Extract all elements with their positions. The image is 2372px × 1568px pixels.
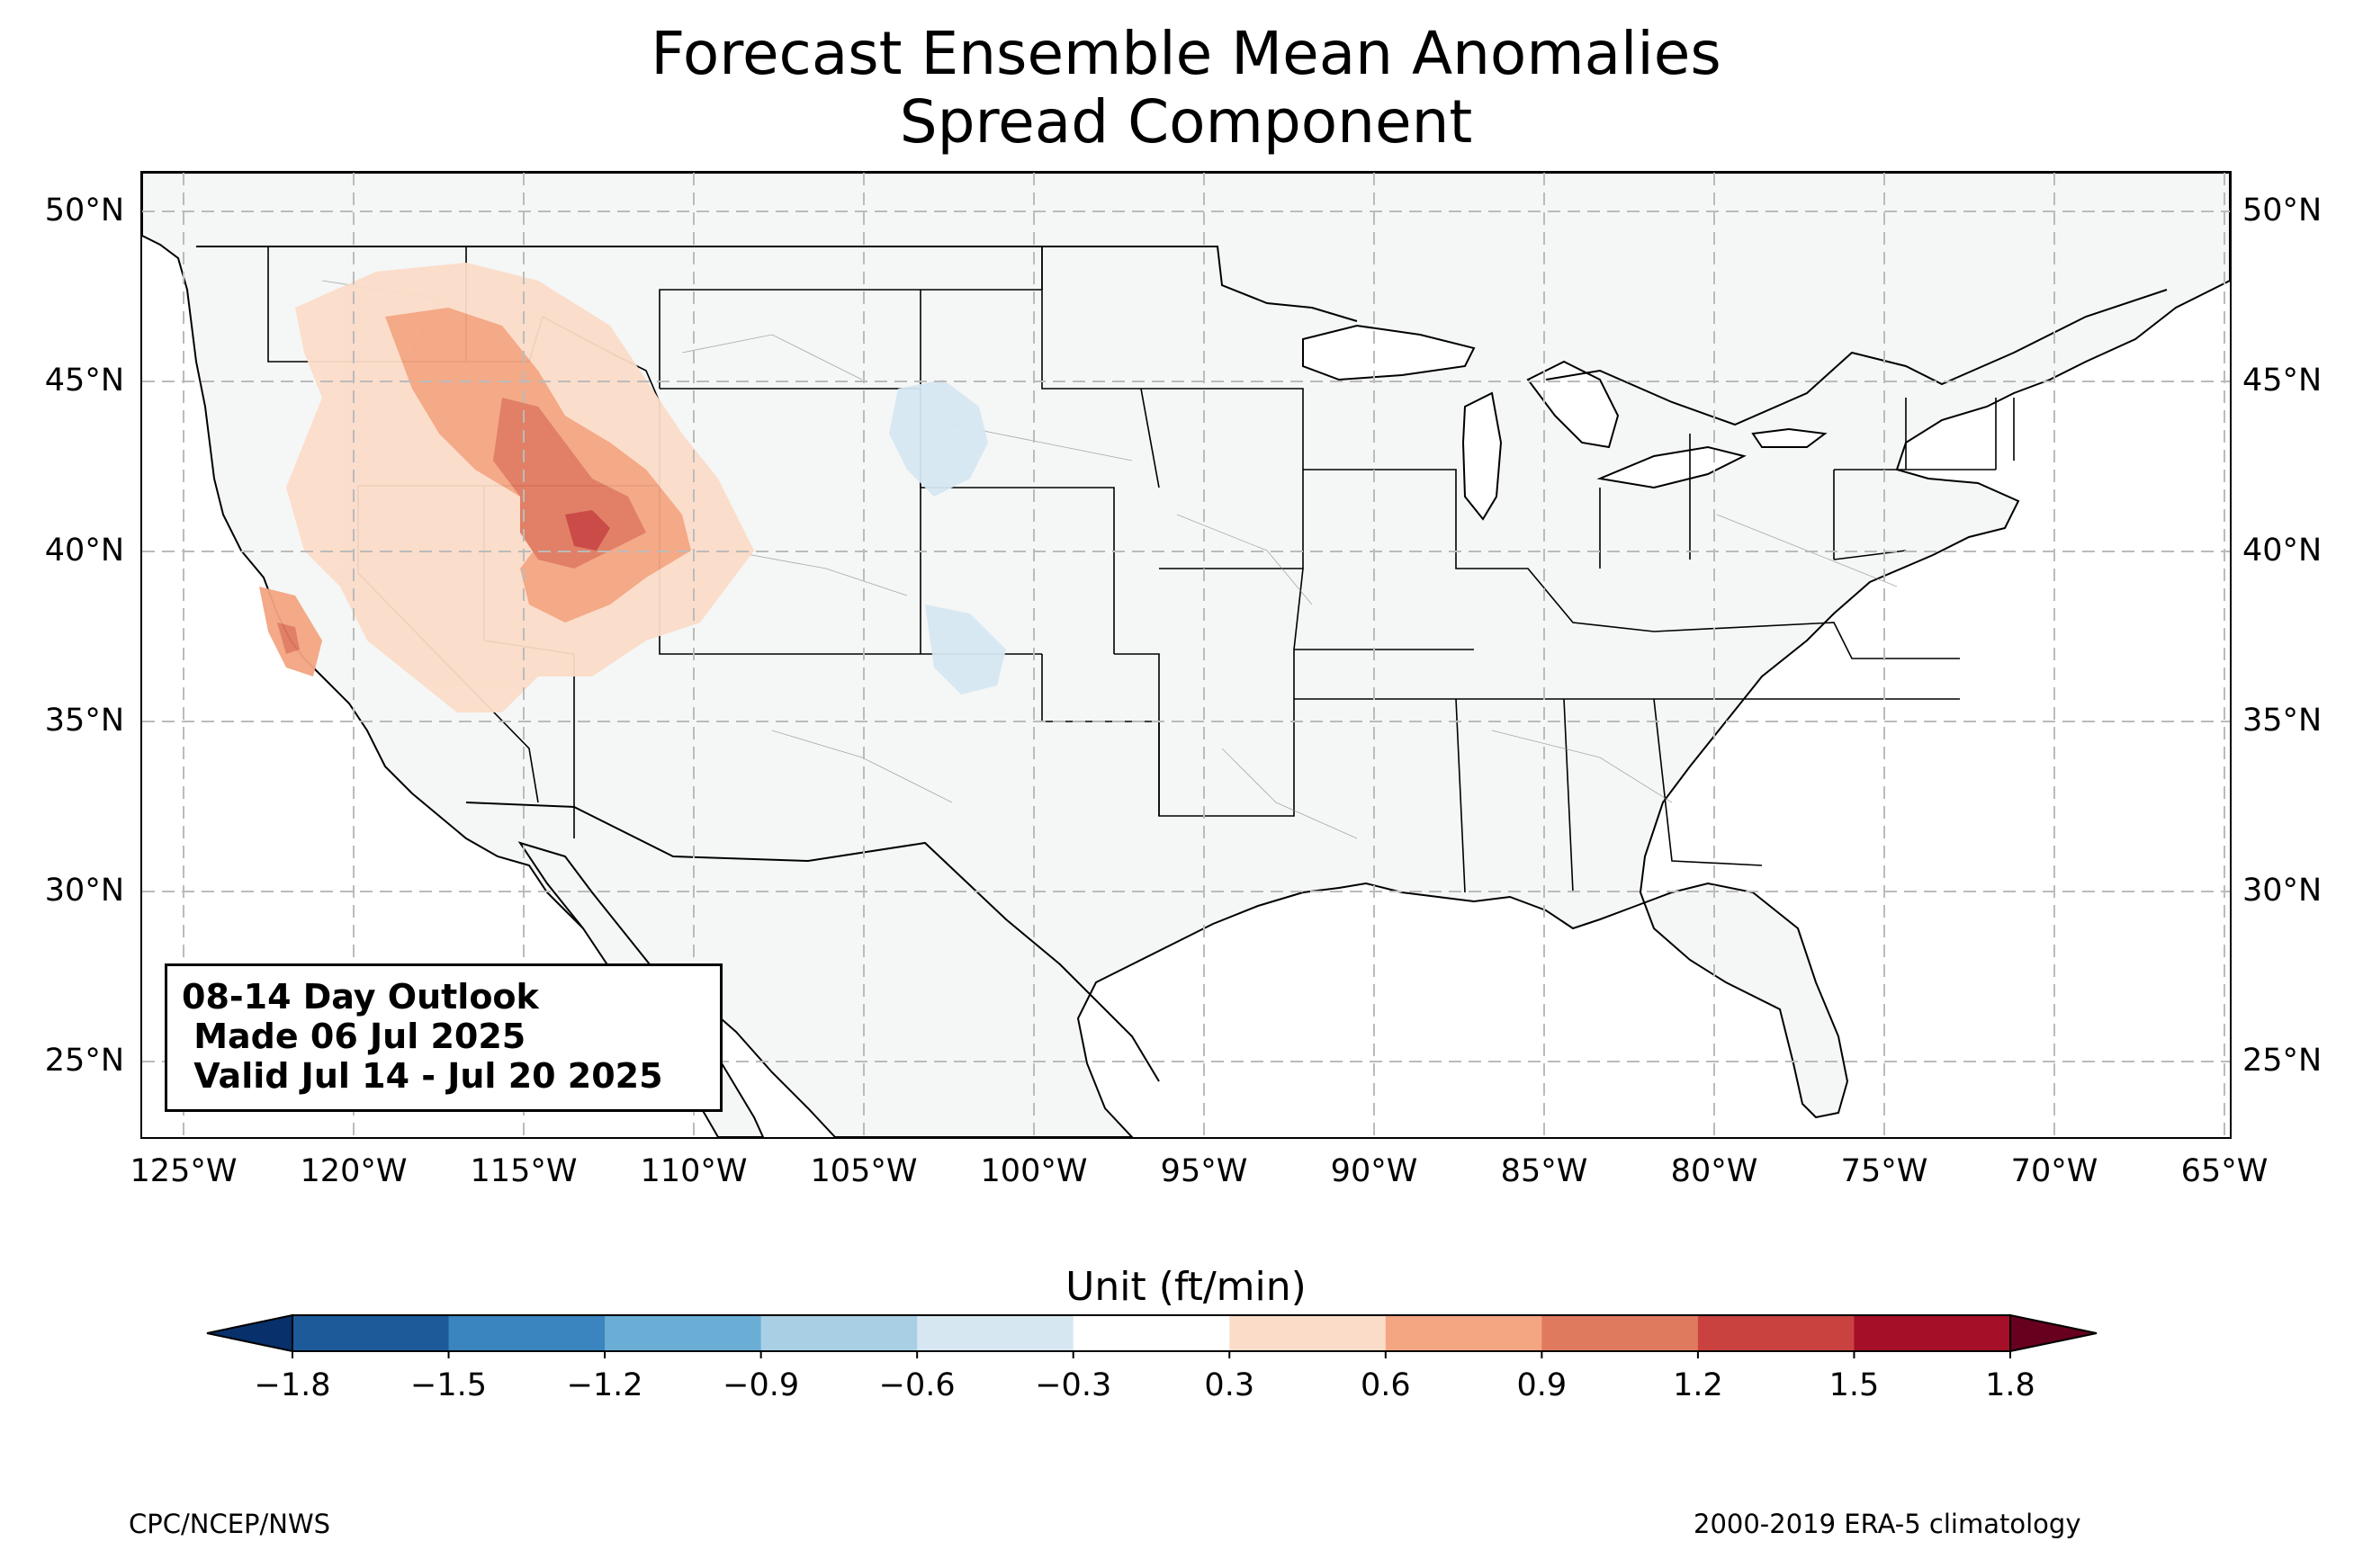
colorbar: [206, 1313, 2098, 1358]
lat-label-left: 30°N: [44, 873, 124, 909]
lat-label-right: 25°N: [2242, 1043, 2323, 1079]
lat-label-right: 50°N: [2242, 193, 2323, 228]
colorbar-extend-low: [206, 1313, 293, 1353]
outlook-made-date: Made 06 Jul 2025: [182, 1017, 526, 1056]
colorbar-tick-label: 1.2: [1673, 1367, 1723, 1403]
lat-label-right: 40°N: [2242, 533, 2323, 569]
footer-source: CPC/NCEP/NWS: [129, 1509, 331, 1539]
colorbar-tick-label: −1.2: [566, 1367, 643, 1403]
lon-label: 100°W: [980, 1153, 1088, 1189]
colorbar-tick-label: −0.9: [723, 1367, 800, 1403]
colorbar-bin: [1229, 1315, 1387, 1351]
colorbar-tick-label: 0.3: [1204, 1367, 1255, 1403]
colorbar-bin: [1541, 1315, 1699, 1351]
lon-label: 95°W: [1160, 1153, 1248, 1189]
border-us-canada: [196, 246, 2168, 426]
colorbar-tick-label: −0.6: [878, 1367, 956, 1403]
colorbar-bin: [1854, 1315, 2011, 1351]
colorbar-bin: [1697, 1315, 1855, 1351]
colorbar-title: Unit (ft/min): [1065, 1264, 1307, 1310]
lat-label-left: 25°N: [44, 1043, 124, 1079]
colorbar-bin: [448, 1315, 606, 1351]
outlook-valid-range: Valid Jul 14 - Jul 20 2025: [182, 1056, 663, 1096]
outlook-period: 08-14 Day Outlook: [182, 977, 539, 1017]
colorbar-bin: [1073, 1315, 1230, 1351]
lat-label-left: 40°N: [44, 533, 124, 569]
colorbar-tick-label: 1.8: [1985, 1367, 2035, 1403]
lat-label-left: 50°N: [44, 193, 124, 228]
lat-label-left: 45°N: [44, 363, 124, 399]
colorbar-bin: [917, 1315, 1074, 1351]
colorbar-bin: [1385, 1315, 1542, 1351]
anomaly-region-peak: [565, 510, 610, 551]
lat-label-left: 35°N: [44, 703, 124, 739]
anomaly-fill: [259, 263, 1006, 712]
colorbar-extend-high: [2009, 1313, 2098, 1353]
lon-label: 125°W: [130, 1153, 238, 1189]
colorbar-tick-label: −0.3: [1035, 1367, 1112, 1403]
anomaly-region-negative: [889, 380, 988, 497]
anomaly-region-sw-peak: [277, 623, 300, 654]
colorbar-tick-label: 0.6: [1360, 1367, 1411, 1403]
lon-label: 70°W: [2010, 1153, 2098, 1189]
lon-label: 115°W: [470, 1153, 578, 1189]
anomaly-region-negative-2: [925, 605, 1006, 694]
title-line-2: Spread Component: [899, 87, 1473, 157]
lon-label: 85°W: [1500, 1153, 1588, 1189]
lon-label: 80°W: [1670, 1153, 1758, 1189]
title-line-1: Forecast Ensemble Mean Anomalies: [651, 19, 1721, 88]
lon-label: 75°W: [1840, 1153, 1928, 1189]
colorbar-tick-label: −1.8: [254, 1367, 331, 1403]
colorbar-bin: [292, 1315, 450, 1351]
colorbar-bin: [760, 1315, 918, 1351]
colorbar-tick-label: 1.5: [1828, 1367, 1880, 1403]
great-lakes: [1302, 324, 1828, 521]
lat-label-right: 45°N: [2242, 363, 2323, 399]
border-us-mexico: [465, 802, 1160, 1082]
colorbar-outline: [292, 1314, 2011, 1352]
lat-label-right: 30°N: [2242, 873, 2323, 909]
colorbar-tick-label: 0.9: [1516, 1367, 1568, 1403]
lat-label-right: 35°N: [2242, 703, 2323, 739]
lon-label: 110°W: [640, 1153, 748, 1189]
lon-label: 90°W: [1330, 1153, 1418, 1189]
outlook-info-box: 08-14 Day Outlook Made 06 Jul 2025 Valid…: [165, 963, 723, 1112]
lon-label: 105°W: [810, 1153, 918, 1189]
lon-label: 65°W: [2180, 1153, 2269, 1189]
lon-label: 120°W: [300, 1153, 408, 1189]
colorbar-bin: [605, 1315, 762, 1351]
footer-climatology: 2000-2019 ERA-5 climatology: [1694, 1509, 2081, 1539]
chart-title: Forecast Ensemble Mean Anomalies Spread …: [0, 20, 2372, 157]
colorbar-tick-label: −1.5: [410, 1367, 488, 1403]
